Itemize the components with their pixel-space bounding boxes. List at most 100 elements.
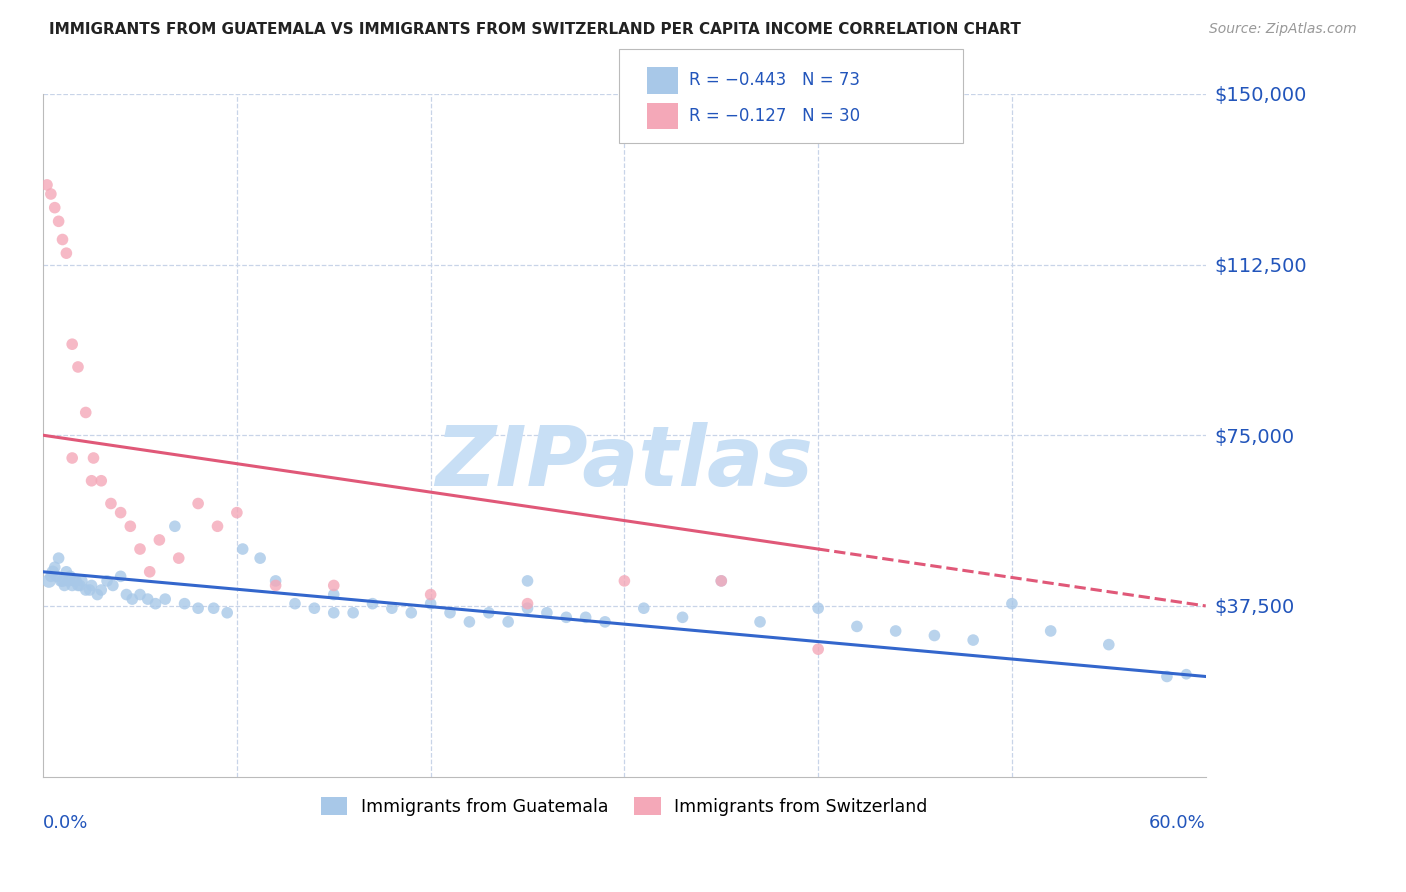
- Point: [575, 610, 598, 624]
- Point: [167, 551, 190, 566]
- Point: [536, 606, 558, 620]
- Point: [60, 450, 83, 465]
- Point: [322, 606, 344, 620]
- Point: [39, 569, 62, 583]
- Point: [163, 519, 186, 533]
- Point: [60, 337, 83, 351]
- Point: [187, 496, 209, 510]
- Point: [44, 560, 66, 574]
- Legend: Immigrants from Guatemala, Immigrants from Switzerland: Immigrants from Guatemala, Immigrants fr…: [314, 790, 935, 822]
- Text: Source: ZipAtlas.com: Source: ZipAtlas.com: [1209, 22, 1357, 37]
- Point: [80, 474, 103, 488]
- Point: [48, 214, 70, 228]
- Text: ZIPatlas: ZIPatlas: [436, 422, 813, 503]
- Point: [75, 582, 97, 597]
- Point: [633, 601, 655, 615]
- Point: [70, 574, 93, 588]
- Point: [478, 606, 501, 620]
- Point: [120, 519, 142, 533]
- Point: [381, 601, 404, 615]
- Point: [115, 588, 138, 602]
- Point: [55, 246, 77, 260]
- Point: [79, 582, 101, 597]
- Point: [284, 597, 307, 611]
- Point: [419, 588, 441, 602]
- Point: [51, 233, 73, 247]
- Point: [361, 597, 384, 611]
- Point: [63, 574, 86, 588]
- Point: [35, 178, 58, 192]
- Point: [82, 450, 104, 465]
- Point: [401, 606, 423, 620]
- Point: [496, 615, 519, 629]
- Point: [53, 578, 76, 592]
- Point: [232, 542, 254, 557]
- Point: [202, 601, 225, 615]
- Point: [845, 619, 868, 633]
- Point: [59, 569, 82, 583]
- Point: [65, 574, 87, 588]
- Point: [516, 597, 538, 611]
- Point: [555, 610, 578, 624]
- Point: [90, 474, 112, 488]
- Point: [153, 592, 176, 607]
- Point: [100, 496, 122, 510]
- Point: [138, 565, 160, 579]
- Point: [264, 578, 287, 592]
- Point: [101, 578, 124, 592]
- Point: [807, 642, 830, 657]
- Point: [1098, 638, 1121, 652]
- Point: [187, 601, 209, 615]
- Point: [80, 578, 103, 592]
- Point: [86, 588, 108, 602]
- Point: [96, 574, 118, 588]
- Point: [225, 506, 247, 520]
- Point: [264, 574, 287, 588]
- Point: [613, 574, 636, 588]
- Point: [458, 615, 481, 629]
- Point: [807, 601, 830, 615]
- Point: [44, 201, 66, 215]
- Point: [1001, 597, 1024, 611]
- Point: [75, 405, 97, 419]
- Point: [710, 574, 733, 588]
- Point: [110, 506, 132, 520]
- Point: [51, 574, 73, 588]
- Point: [342, 606, 364, 620]
- Point: [90, 582, 112, 597]
- Point: [217, 606, 239, 620]
- Text: 60.0%: 60.0%: [1149, 814, 1206, 832]
- Point: [48, 551, 70, 566]
- Point: [962, 633, 984, 648]
- Point: [136, 592, 159, 607]
- Point: [249, 551, 271, 566]
- Point: [439, 606, 461, 620]
- Point: [55, 565, 77, 579]
- Point: [60, 578, 83, 592]
- Text: R = −0.127   N = 30: R = −0.127 N = 30: [689, 107, 860, 125]
- Point: [148, 533, 170, 547]
- Point: [710, 574, 733, 588]
- Point: [671, 610, 693, 624]
- Point: [45, 569, 67, 583]
- Point: [322, 578, 344, 592]
- Point: [593, 615, 616, 629]
- Point: [49, 574, 72, 588]
- Point: [884, 624, 907, 638]
- Point: [1039, 624, 1062, 638]
- Point: [58, 574, 80, 588]
- Point: [121, 592, 143, 607]
- Point: [924, 628, 946, 642]
- Point: [69, 578, 91, 592]
- Point: [419, 597, 441, 611]
- Point: [516, 601, 538, 615]
- Text: 0.0%: 0.0%: [44, 814, 89, 832]
- Point: [322, 588, 344, 602]
- Point: [749, 615, 772, 629]
- Point: [207, 519, 229, 533]
- Point: [66, 578, 89, 592]
- Point: [38, 574, 60, 588]
- Point: [516, 574, 538, 588]
- Point: [304, 601, 326, 615]
- Point: [1175, 667, 1198, 681]
